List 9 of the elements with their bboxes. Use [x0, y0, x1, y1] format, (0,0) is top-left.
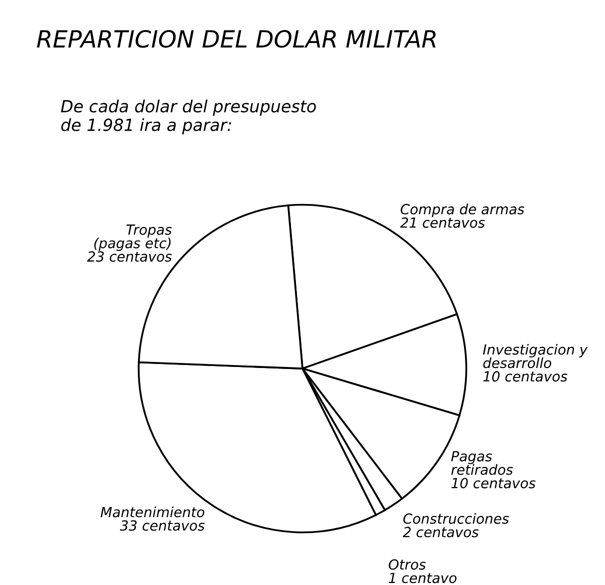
slice-label: Investigacion y desarrollo 10 centavos	[483, 344, 588, 382]
chart-title: REPARTICION DEL DOLAR MILITAR	[36, 30, 436, 48]
slice-label: Compra de armas 21 centavos	[400, 204, 524, 228]
slice-label: Mantenimiento 33 centavos	[100, 506, 205, 531]
slice-label: Otros 1 centavo	[388, 559, 456, 584]
chart-subtitle: De cada dolar del presupuesto de 1.981 ira a parar:	[60, 100, 316, 134]
slice-label: Construcciones 2 centavos	[402, 513, 509, 538]
slice-label: Pagas retirados 10 centavos	[451, 451, 536, 488]
slice-label: Tropas (pagas etc) 23 centavos	[87, 224, 172, 262]
